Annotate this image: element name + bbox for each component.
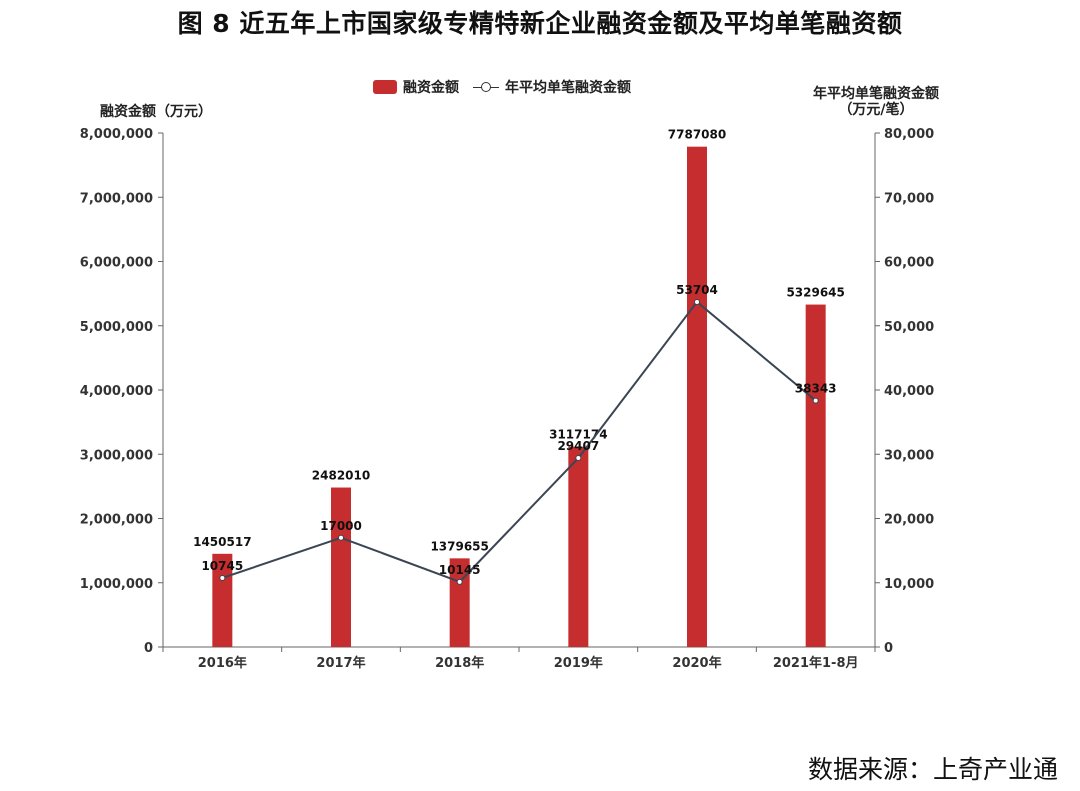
x-tick-label: 2019年 — [554, 655, 603, 671]
left-tick-label: 3,000,000 — [80, 448, 153, 463]
right-tick-label: 70,000 — [884, 191, 934, 206]
bar-value-label: 2482010 — [312, 469, 370, 483]
legend: 融资金额 年平均单笔融资金额 — [373, 77, 631, 97]
x-tick-label: 2018年 — [435, 655, 484, 671]
bar — [687, 146, 707, 647]
line-value-label: 10145 — [439, 563, 481, 577]
line-value-label: 17000 — [320, 519, 362, 533]
line-value-label: 10745 — [201, 559, 243, 573]
x-tick-label: 2021年1-8月 — [773, 655, 859, 671]
line-marker — [219, 574, 226, 581]
bar-value-label: 7787080 — [668, 128, 726, 142]
left-tick-label: 4,000,000 — [80, 384, 153, 399]
left-tick-label: 1,000,000 — [80, 577, 153, 592]
legend-bar-swatch — [373, 80, 397, 94]
average-line — [222, 300, 817, 583]
legend-bar-label: 融资金额 — [403, 80, 459, 96]
right-axis-title: 年平均单笔融资金额 （万元/笔） — [796, 86, 956, 118]
line-value-label: 38343 — [795, 382, 837, 396]
left-tick-label: 8,000,000 — [80, 127, 153, 142]
data-source: 数据来源：上奇产业通 — [807, 755, 1058, 784]
line-marker — [456, 578, 463, 585]
line-value-label: 29407 — [557, 439, 599, 453]
right-axis-title-line1: 年平均单笔融资金额 — [813, 86, 939, 102]
right-tick-label: 30,000 — [884, 448, 934, 463]
right-tick-label: 20,000 — [884, 513, 934, 528]
bar — [331, 487, 351, 647]
right-tick-label: 50,000 — [884, 320, 934, 335]
line-marker — [338, 534, 344, 541]
right-tick-label: 10,000 — [884, 577, 934, 592]
left-tick-label: 0 — [144, 641, 153, 656]
line-marker — [812, 397, 819, 404]
left-tick-label: 6,000,000 — [80, 256, 153, 271]
right-tick-label: 0 — [884, 641, 893, 656]
bar-value-label: 5329645 — [786, 286, 844, 300]
bar-value-label: 1450517 — [193, 535, 251, 549]
right-tick-label: 40,000 — [884, 384, 934, 399]
left-tick-label: 5,000,000 — [80, 320, 153, 335]
right-tick-label: 60,000 — [884, 256, 934, 271]
bar — [568, 446, 589, 647]
left-tick-label: 2,000,000 — [80, 513, 153, 528]
line-marker — [694, 298, 700, 305]
line-marker — [575, 455, 582, 462]
bar — [805, 304, 826, 647]
right-tick-label: 80,000 — [884, 127, 934, 142]
chart-title: 图 8 近五年上市国家级专精特新企业融资金额及平均单笔融资额 — [177, 9, 903, 38]
left-tick-label: 7,000,000 — [80, 191, 153, 206]
x-tick-label: 2016年 — [198, 655, 247, 671]
bar-value-label: 1379655 — [430, 539, 488, 553]
left-axis-title: 融资金额（万元） — [100, 104, 212, 120]
x-tick-label: 2020年 — [672, 655, 721, 671]
line-value-label: 53704 — [676, 283, 718, 297]
legend-line-swatch-icon — [473, 80, 499, 94]
legend-line-label: 年平均单笔融资金额 — [505, 80, 631, 96]
right-axis-title-line2: （万元/笔） — [838, 102, 914, 118]
x-tick-label: 2017年 — [316, 655, 365, 671]
